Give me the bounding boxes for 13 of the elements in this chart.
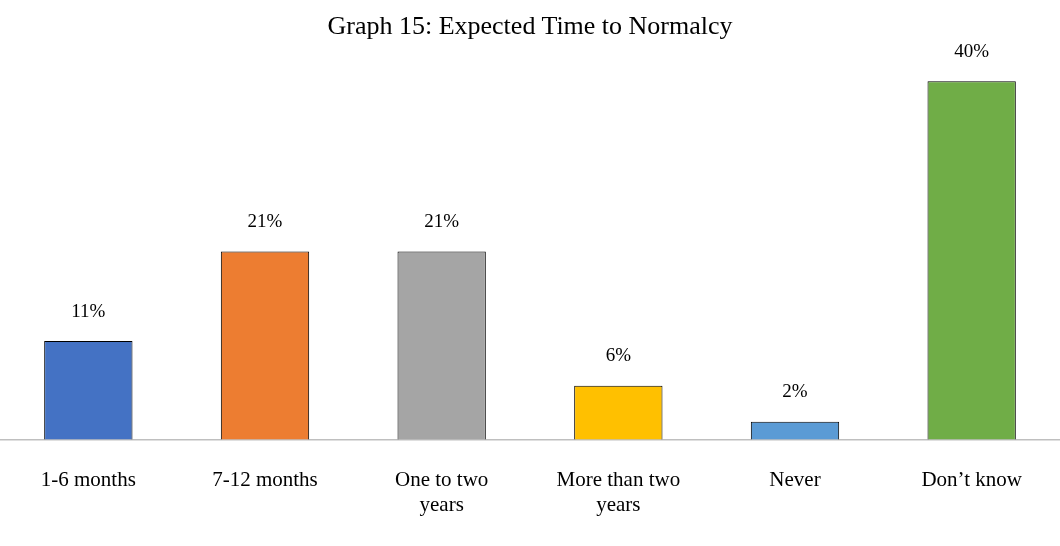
chart-title: Graph 15: Expected Time to Normalcy: [327, 11, 733, 41]
x-tick-label: One to two years: [395, 466, 489, 516]
data-label: 21%: [424, 209, 460, 231]
x-tick-label: 7-12 months: [212, 466, 318, 491]
x-tick-label: Don’t know: [921, 466, 1023, 491]
data-label: 2%: [782, 380, 808, 402]
data-label: 11%: [71, 299, 106, 321]
data-label: 21%: [247, 209, 283, 231]
data-label: 40%: [954, 39, 990, 61]
x-tick-label: Never: [769, 466, 821, 491]
data-label: 6%: [605, 344, 632, 366]
x-tick-label: More than two years: [556, 466, 681, 516]
x-tick-label: 1-6 months: [40, 466, 136, 491]
